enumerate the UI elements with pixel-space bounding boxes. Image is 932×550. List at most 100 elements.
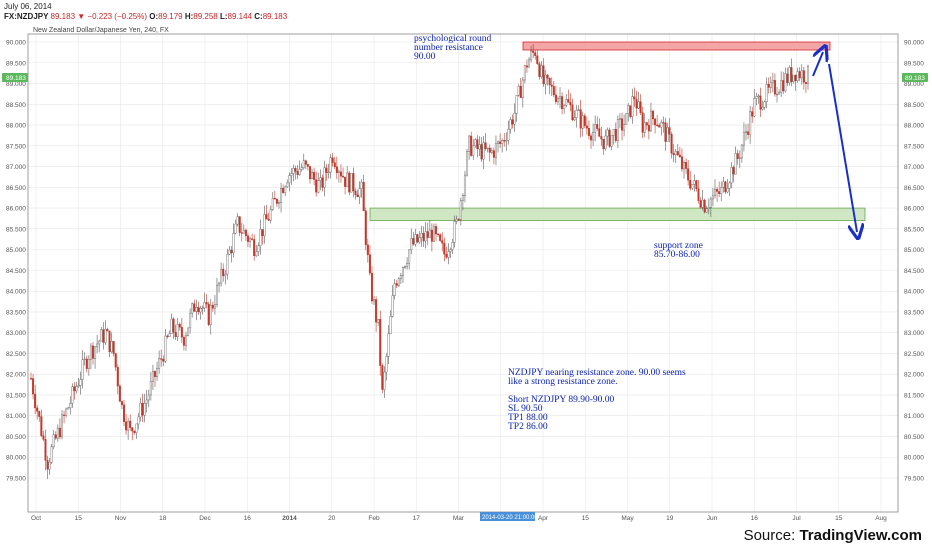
candle-body [133,430,136,433]
candle-body [724,181,727,193]
price-change: ▼ −0.223 (−0.25%) [77,12,147,21]
candle-body [707,207,710,210]
candle-body [360,181,363,189]
candle-body [763,101,766,108]
candle-body [635,98,638,109]
candle-body [112,341,115,354]
candle-body [40,416,43,436]
candle-body [765,84,768,102]
candle-body [377,318,380,323]
candle-body [802,70,805,83]
y-tick-right: 83.500 [904,309,924,316]
y-tick-right: 85.500 [904,226,924,233]
candle-body [137,416,140,425]
candle-body [410,238,413,251]
candle-body [46,460,49,470]
candle-body [397,278,400,286]
candle-body [654,118,657,126]
candle-body [358,188,361,198]
candle-body [257,245,260,252]
candle-body [391,295,394,317]
symbol-label[interactable]: FX:NZDJPY [4,12,49,21]
candle-body [757,95,760,97]
candle-body [251,238,254,240]
candle-body [798,71,801,79]
candle-body [125,421,128,431]
candle-body [590,135,593,141]
candle-body [790,67,793,82]
x-tick: Oct [31,515,41,522]
candle-body [571,104,574,121]
candle-body [666,127,669,142]
candle-body [267,218,270,221]
candle-body [189,312,192,329]
candle-body [449,249,452,252]
y-tick-right: 82.500 [904,351,924,358]
candle-body [135,423,138,433]
candle-body [637,101,640,109]
candle-body [100,329,103,342]
analysis-line-6: TP1 88.00 [508,413,548,423]
y-tick-right: 87.500 [904,143,924,150]
y-tick-left: 81.000 [6,413,26,420]
low-value: 89.144 [227,12,253,21]
candle-body [383,371,386,390]
candle-body [166,335,169,337]
candle-body [368,254,371,274]
candle-body [716,189,719,192]
candle-body [139,402,142,418]
y-tick-left: 82.000 [6,372,26,379]
candle-body [751,111,754,117]
candle-body [52,434,55,447]
candle-body [313,172,316,180]
candle-body [621,118,624,131]
candle-body [476,139,479,150]
candle-body [573,117,576,121]
candle-body [120,401,123,406]
candle-body [749,111,752,135]
candle-body [649,110,652,132]
y-tick-right: 88.500 [904,102,924,109]
candle-body [300,167,303,170]
resistance-zone [522,41,831,51]
candle-body [559,96,562,99]
candle-body [67,407,70,410]
candle-body [437,233,440,235]
candle-body [699,200,702,208]
candle-body [404,265,407,268]
candle-body [492,150,495,158]
candle-body [104,329,107,343]
candle-body [298,169,301,175]
candle-body [168,333,171,337]
candle-body [385,356,388,373]
candle-body [472,145,475,156]
candle-body [691,184,694,189]
candle-body [346,172,349,187]
x-tick: Feb [368,515,380,522]
candle-body [187,327,190,336]
candle-body [455,219,458,222]
candle-body [290,173,293,176]
candle-body [426,231,429,238]
candle-body [511,119,514,125]
candle-body [311,172,314,180]
candle-body [519,85,522,98]
candle-body [364,210,367,246]
analysis-note: NZDJPY nearing resistance zone. 90.00 se… [508,368,686,432]
candle-body [554,94,557,102]
candle-body [242,229,245,234]
candle-body [515,95,518,114]
candle-body [457,219,460,221]
candle-body [118,385,121,402]
candle-body [75,386,78,392]
candle-body [800,70,803,79]
candle-body [461,195,464,201]
candle-body [575,109,578,118]
x-tick: May [621,515,634,522]
source-brand[interactable]: TradingView.com [799,527,922,544]
price-badge-left-text: 89.183 [6,75,26,82]
candle-body [261,229,264,236]
candle-body [478,144,481,150]
candle-body [720,187,723,194]
